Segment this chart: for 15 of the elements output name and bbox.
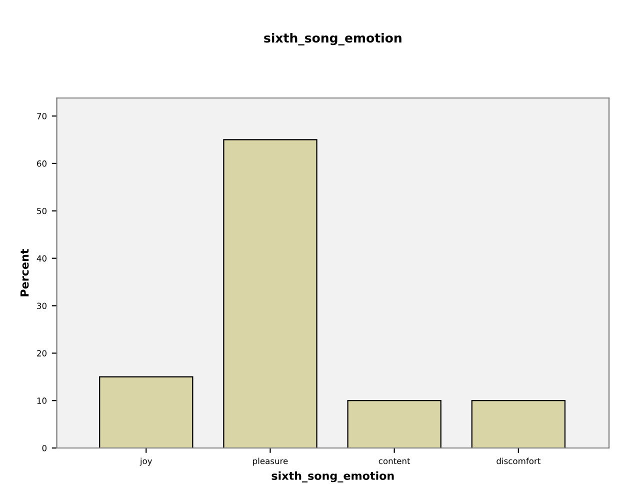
y-tick-label: 30 (37, 302, 47, 310)
y-tick-label: 20 (37, 350, 47, 356)
x-tick-label: pleasure (253, 458, 288, 466)
y-tick-label: 70 (37, 113, 47, 120)
y-tick-label: 60 (37, 160, 47, 167)
x-tick-label: content (378, 458, 410, 464)
x-tick-label: joy (140, 458, 152, 466)
x-tick-label: discomfort (496, 458, 540, 464)
y-tick-label: 50 (37, 208, 47, 214)
chart-title: sixth_song_emotion (264, 32, 402, 46)
y-tick-label: 40 (36, 255, 47, 262)
y-tick-label: 10 (37, 398, 47, 404)
x-axis-title: sixth_song_emotion (272, 471, 394, 482)
y-tick-label: 0 (42, 444, 47, 452)
y-axis-title: Percent (20, 249, 29, 296)
